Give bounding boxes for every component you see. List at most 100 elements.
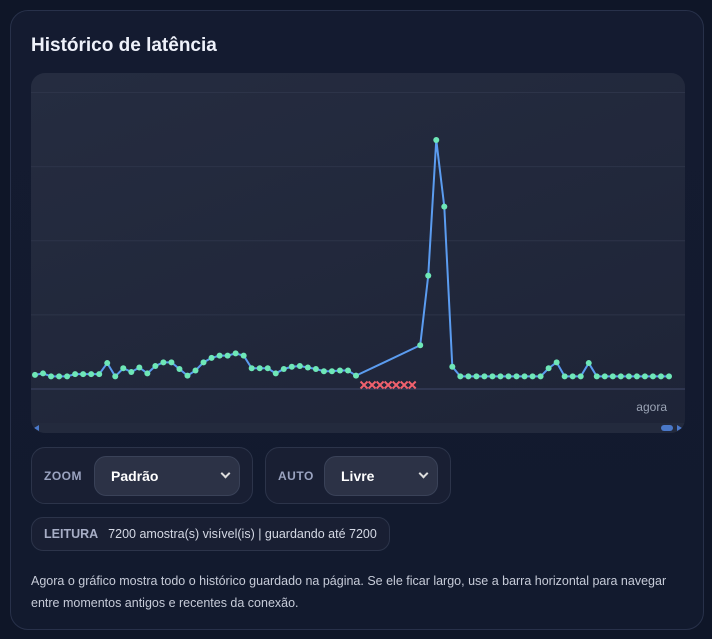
data-point xyxy=(208,354,215,361)
data-point xyxy=(666,373,672,380)
data-point xyxy=(601,373,608,380)
data-point xyxy=(425,272,432,279)
data-point xyxy=(224,352,231,359)
data-point xyxy=(545,365,552,372)
data-point xyxy=(264,365,271,372)
data-point xyxy=(505,373,512,380)
data-point xyxy=(232,350,239,357)
data-point xyxy=(168,359,175,366)
data-point xyxy=(353,372,360,379)
data-point xyxy=(32,371,38,378)
data-point xyxy=(344,367,351,374)
data-point xyxy=(449,363,456,370)
data-point xyxy=(657,373,664,380)
latency-chart: agora xyxy=(31,73,685,433)
data-point xyxy=(48,373,55,380)
data-point xyxy=(513,373,520,380)
missing-sample-marker xyxy=(359,380,369,390)
data-point xyxy=(641,373,648,380)
missing-sample-marker xyxy=(367,380,377,390)
missing-sample-marker xyxy=(375,380,385,390)
data-point xyxy=(88,371,95,378)
reading-label: LEITURA xyxy=(44,527,99,541)
data-point xyxy=(56,373,63,380)
missing-sample-marker xyxy=(399,380,409,390)
scroll-right-arrow-icon[interactable] xyxy=(677,425,682,431)
data-point xyxy=(625,373,632,380)
latency-history-card: Histórico de latência agora ZOOM Padrão … xyxy=(10,10,704,630)
data-point xyxy=(128,368,135,375)
data-point xyxy=(288,363,295,370)
data-point xyxy=(64,373,71,380)
zoom-select[interactable]: Padrão xyxy=(94,456,240,496)
data-point xyxy=(80,371,87,378)
data-point xyxy=(336,367,343,374)
data-point xyxy=(280,365,287,372)
data-point xyxy=(160,359,167,366)
data-point xyxy=(296,363,303,370)
chevron-down-icon xyxy=(220,468,231,479)
chevron-down-icon xyxy=(418,468,429,479)
data-point xyxy=(112,373,119,380)
data-point xyxy=(72,371,79,378)
data-point xyxy=(649,373,656,380)
zoom-select-value: Padrão xyxy=(111,468,159,484)
auto-control: AUTO Livre xyxy=(265,447,451,504)
data-point xyxy=(537,373,544,380)
data-point xyxy=(481,373,488,380)
data-point xyxy=(200,359,207,366)
data-point xyxy=(529,373,536,380)
scrollbar-thumb[interactable] xyxy=(661,425,673,431)
data-point xyxy=(593,373,600,380)
data-point xyxy=(457,373,464,380)
data-point xyxy=(216,352,223,359)
data-point xyxy=(433,136,440,143)
data-point xyxy=(96,371,103,378)
data-point xyxy=(40,370,47,377)
data-point xyxy=(417,342,424,349)
data-point xyxy=(465,373,472,380)
data-point xyxy=(553,359,560,366)
reading-badge: LEITURA 7200 amostra(s) visível(is) | gua… xyxy=(31,517,390,551)
data-point xyxy=(473,373,480,380)
data-point xyxy=(489,373,496,380)
data-point xyxy=(248,365,255,372)
missing-sample-marker xyxy=(391,380,401,390)
data-point xyxy=(136,364,143,371)
data-point xyxy=(256,365,263,372)
missing-sample-marker xyxy=(407,380,417,390)
card-title: Histórico de latência xyxy=(31,35,217,56)
data-point xyxy=(104,360,111,367)
data-point xyxy=(312,365,319,372)
data-point xyxy=(184,372,191,379)
data-point xyxy=(569,373,576,380)
zoom-label: ZOOM xyxy=(44,469,82,483)
auto-label: AUTO xyxy=(278,469,314,483)
data-point xyxy=(192,367,199,374)
scroll-left-arrow-icon[interactable] xyxy=(34,425,39,431)
reading-value: 7200 amostra(s) visível(is) | guardando … xyxy=(108,527,377,541)
data-point xyxy=(585,360,592,367)
missing-sample-marker xyxy=(383,380,393,390)
description-text: Agora o gráfico mostra todo o histórico … xyxy=(31,574,667,610)
data-point xyxy=(176,365,183,372)
horizontal-scrollbar[interactable] xyxy=(31,423,685,433)
data-point xyxy=(304,364,311,371)
auto-select-value: Livre xyxy=(341,468,375,484)
auto-select[interactable]: Livre xyxy=(324,456,438,496)
data-point xyxy=(441,203,448,210)
data-point xyxy=(120,365,127,372)
data-point xyxy=(561,373,568,380)
data-point xyxy=(144,370,151,377)
data-point xyxy=(521,373,528,380)
zoom-control: ZOOM Padrão xyxy=(31,447,253,504)
series-line xyxy=(34,139,669,379)
data-point xyxy=(497,373,504,380)
data-point xyxy=(328,368,335,375)
data-point xyxy=(617,373,624,380)
data-point xyxy=(633,373,640,380)
data-point xyxy=(272,370,279,377)
chart-svg xyxy=(31,92,685,390)
data-point xyxy=(320,368,327,375)
x-end-label: agora xyxy=(636,400,667,414)
